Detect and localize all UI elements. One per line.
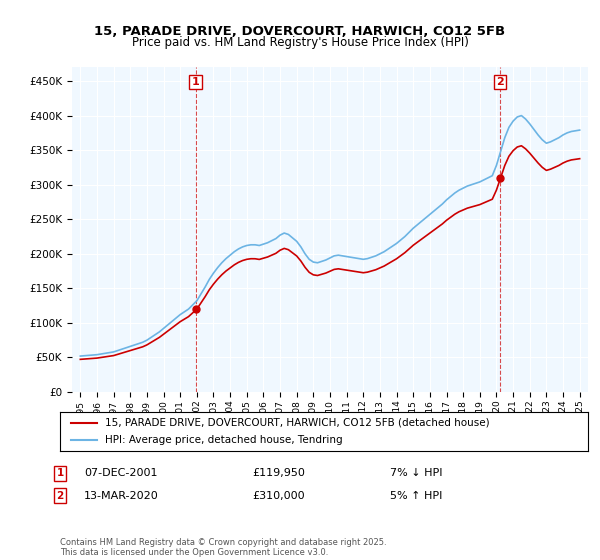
Text: HPI: Average price, detached house, Tendring: HPI: Average price, detached house, Tend… [105, 435, 343, 445]
Text: £119,950: £119,950 [252, 468, 305, 478]
Text: Contains HM Land Registry data © Crown copyright and database right 2025.
This d: Contains HM Land Registry data © Crown c… [60, 538, 386, 557]
Text: 15, PARADE DRIVE, DOVERCOURT, HARWICH, CO12 5FB: 15, PARADE DRIVE, DOVERCOURT, HARWICH, C… [94, 25, 506, 38]
Text: 2: 2 [56, 491, 64, 501]
Text: 5% ↑ HPI: 5% ↑ HPI [390, 491, 442, 501]
Text: 1: 1 [191, 77, 199, 87]
Text: £310,000: £310,000 [252, 491, 305, 501]
Text: 07-DEC-2001: 07-DEC-2001 [84, 468, 157, 478]
Text: Price paid vs. HM Land Registry's House Price Index (HPI): Price paid vs. HM Land Registry's House … [131, 36, 469, 49]
Text: 1: 1 [56, 468, 64, 478]
Text: 7% ↓ HPI: 7% ↓ HPI [390, 468, 443, 478]
Text: 15, PARADE DRIVE, DOVERCOURT, HARWICH, CO12 5FB (detached house): 15, PARADE DRIVE, DOVERCOURT, HARWICH, C… [105, 418, 490, 428]
Text: 13-MAR-2020: 13-MAR-2020 [84, 491, 159, 501]
Text: 2: 2 [496, 77, 503, 87]
